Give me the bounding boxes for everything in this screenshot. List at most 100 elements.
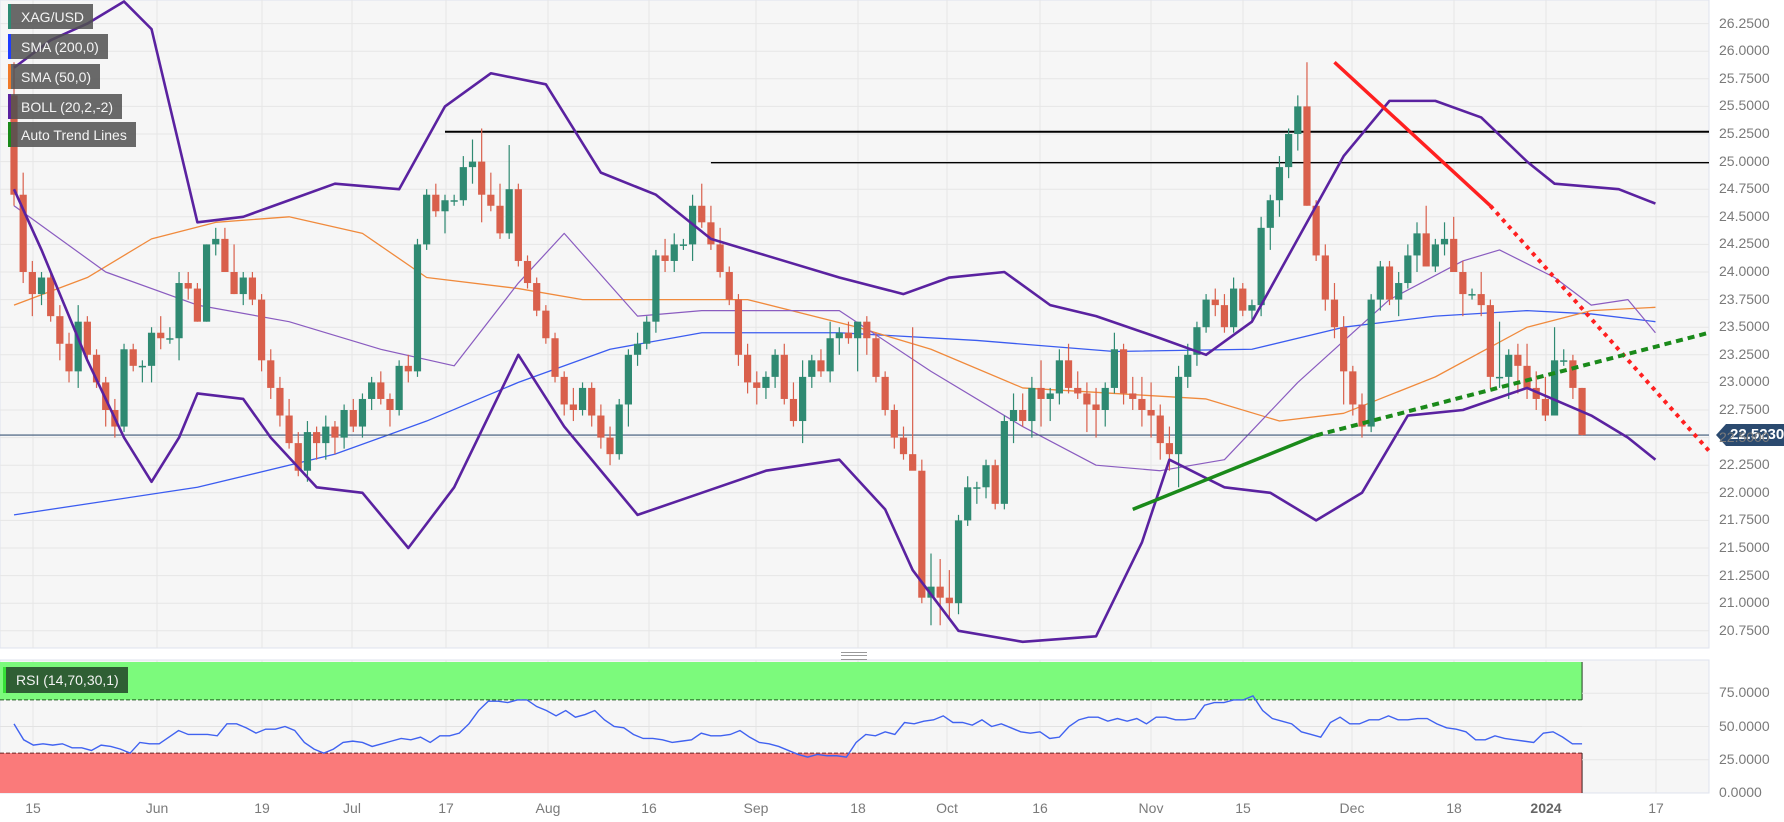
candle-body: [1495, 376, 1504, 379]
candle-body: [523, 260, 532, 284]
candle-body: [844, 332, 853, 339]
candle-body: [19, 194, 27, 272]
candle-body: [909, 454, 917, 471]
candle-body: [1266, 200, 1274, 228]
candle-body: [918, 470, 926, 598]
candle-body: [157, 332, 165, 339]
candle-body: [1174, 376, 1183, 455]
legend-swatch: [8, 4, 11, 29]
candle-body: [1147, 410, 1155, 416]
candle-body: [1358, 404, 1366, 427]
rsi-tick-label: 25.0000: [1719, 750, 1770, 767]
candle-body: [1450, 238, 1458, 272]
candle-body: [37, 277, 46, 295]
candle-body: [1092, 404, 1100, 410]
candle-body: [1064, 360, 1073, 388]
rsi-tick-label: 75.0000: [1719, 684, 1770, 701]
candle-body: [496, 205, 504, 234]
legend-sma50[interactable]: SMA (50,0): [8, 64, 101, 89]
legend-sma200[interactable]: SMA (200,0): [8, 34, 108, 59]
bollinger-lower-band: [12, 188, 1657, 644]
candle-body: [340, 410, 348, 438]
candle-body: [56, 316, 64, 344]
legend-swatch: [8, 94, 11, 119]
price-tick-label: 26.2500: [1719, 14, 1770, 31]
candle-body: [982, 465, 990, 488]
candle-body: [799, 376, 807, 422]
candle-body: [1055, 360, 1063, 394]
time-tick-label: 18: [1446, 800, 1462, 816]
candle-body: [716, 244, 724, 272]
candle-body: [1037, 387, 1045, 399]
candle-body: [267, 360, 275, 388]
price-tick-label: 23.0000: [1719, 373, 1770, 390]
candle-body: [1395, 283, 1403, 300]
legend-bollinger[interactable]: BOLL (20,2,-2): [8, 94, 123, 119]
downtrend-line: [1333, 60, 1492, 208]
candle-body: [1413, 233, 1421, 256]
candle-body: [1340, 327, 1348, 372]
candle-body: [1193, 327, 1201, 355]
candle-body: [1239, 288, 1247, 311]
price-tick-label: 22.0000: [1719, 483, 1770, 500]
sma50-line: [13, 216, 1656, 422]
legend-symbol[interactable]: XAG/USD: [8, 4, 94, 29]
candle-body: [441, 200, 449, 212]
price-tick-label: 25.0000: [1719, 152, 1770, 169]
candle-body: [257, 299, 266, 361]
price-tick-label: 23.5000: [1719, 318, 1770, 335]
time-tick-label: 15: [1235, 800, 1251, 816]
candle-body: [753, 382, 761, 388]
candle-body: [432, 194, 440, 212]
time-tick-label: Nov: [1138, 800, 1164, 816]
candle-body: [863, 321, 871, 339]
candle-body: [1440, 238, 1449, 245]
candle-body: [872, 338, 880, 377]
time-tick-label: 17: [1648, 800, 1664, 816]
time-tick-label: Jul: [343, 800, 361, 816]
candle-body: [1468, 294, 1476, 296]
price-tick-label: 23.7500: [1719, 290, 1770, 307]
uptrend-line: [1132, 433, 1317, 511]
candle-body: [1312, 205, 1320, 256]
overbought-zone: [0, 662, 1583, 700]
candle-body: [633, 343, 642, 355]
candle-body: [1541, 398, 1549, 416]
uptrend-projection: [1315, 330, 1710, 438]
time-tick-label: Sep: [743, 800, 769, 816]
candle-body: [285, 415, 293, 444]
candle-body: [47, 277, 55, 317]
legend-auto-trend-lines[interactable]: Auto Trend Lines: [8, 122, 136, 147]
price-tick-label: 25.7500: [1719, 69, 1770, 86]
time-tick-label: Dec: [1339, 800, 1365, 816]
legend-rsi[interactable]: RSI (14,70,30,1): [3, 667, 128, 693]
panel-resize-handle[interactable]: [841, 652, 867, 660]
candle-body: [1294, 106, 1302, 134]
candle-body: [707, 222, 715, 245]
candle-body: [854, 321, 862, 339]
price-tick-label: 24.0000: [1719, 263, 1770, 279]
candle-body: [294, 443, 302, 471]
candle-body: [487, 194, 495, 206]
candle-body: [1367, 299, 1375, 427]
candle-body: [1083, 393, 1091, 405]
price-tick-label: 20.7500: [1719, 621, 1770, 638]
candle-body: [1019, 410, 1027, 422]
candle-body: [202, 244, 211, 322]
price-tick-label: 21.7500: [1719, 511, 1770, 528]
candle-body: [578, 387, 587, 410]
last-price-tag: 22.52300: [1716, 424, 1784, 446]
price-tick-label: 22.7500: [1719, 401, 1770, 417]
oversold-zone: [0, 753, 1583, 793]
candle-body: [147, 332, 156, 366]
candle-body: [533, 283, 541, 311]
candle-body: [991, 465, 999, 504]
downtrend-projection: [1488, 204, 1711, 453]
candle-body: [927, 586, 935, 598]
candle-body: [1119, 349, 1128, 394]
candle-body: [936, 586, 944, 598]
legend-label: SMA (50,0): [21, 68, 92, 85]
candle-body: [725, 272, 733, 300]
